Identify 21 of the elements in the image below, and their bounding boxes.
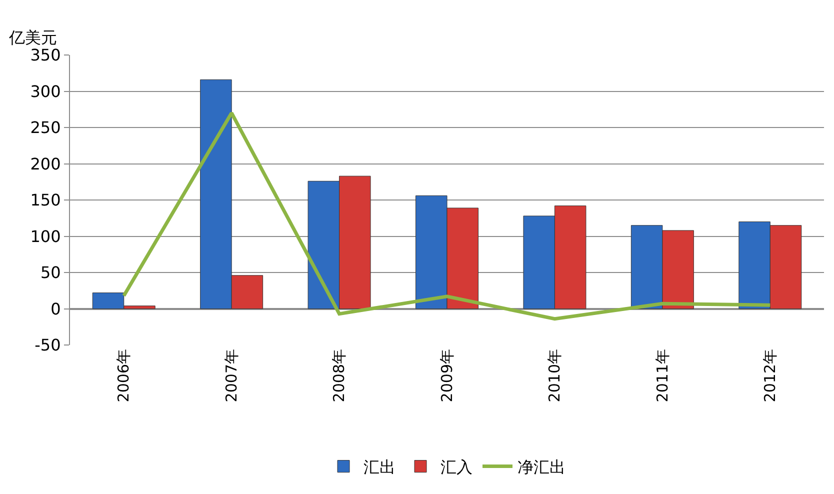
y-tick-label: 250 [30, 118, 61, 138]
y-axis-title: 亿美元 [8, 28, 57, 47]
y-tick-label: 0 [50, 299, 61, 318]
y-tick-label: 50 [40, 263, 61, 282]
y-tick-label: 150 [30, 190, 61, 210]
x-tick-label: 2012年 [761, 349, 780, 402]
legend-label: 汇入 [440, 458, 472, 477]
x-tick-label: 2006年 [114, 349, 133, 402]
x-tick-label: 2009年 [438, 349, 456, 402]
x-tick-label: 2007年 [222, 349, 240, 402]
y-tick-label: 200 [30, 154, 61, 174]
y-tick-label: 100 [30, 226, 61, 246]
y-tick-label: 300 [30, 82, 61, 101]
legend-label: 汇出 [364, 458, 396, 477]
x-tick-label: 2010年 [546, 349, 564, 402]
x-tick-label: 2011年 [653, 349, 672, 402]
y-tick-label: 350 [30, 46, 61, 65]
x-tick-label: 2008年 [330, 349, 348, 402]
y-tick-label: -50 [34, 336, 61, 355]
legend-label: 净汇出 [518, 458, 566, 477]
line-series [122, 111, 772, 321]
